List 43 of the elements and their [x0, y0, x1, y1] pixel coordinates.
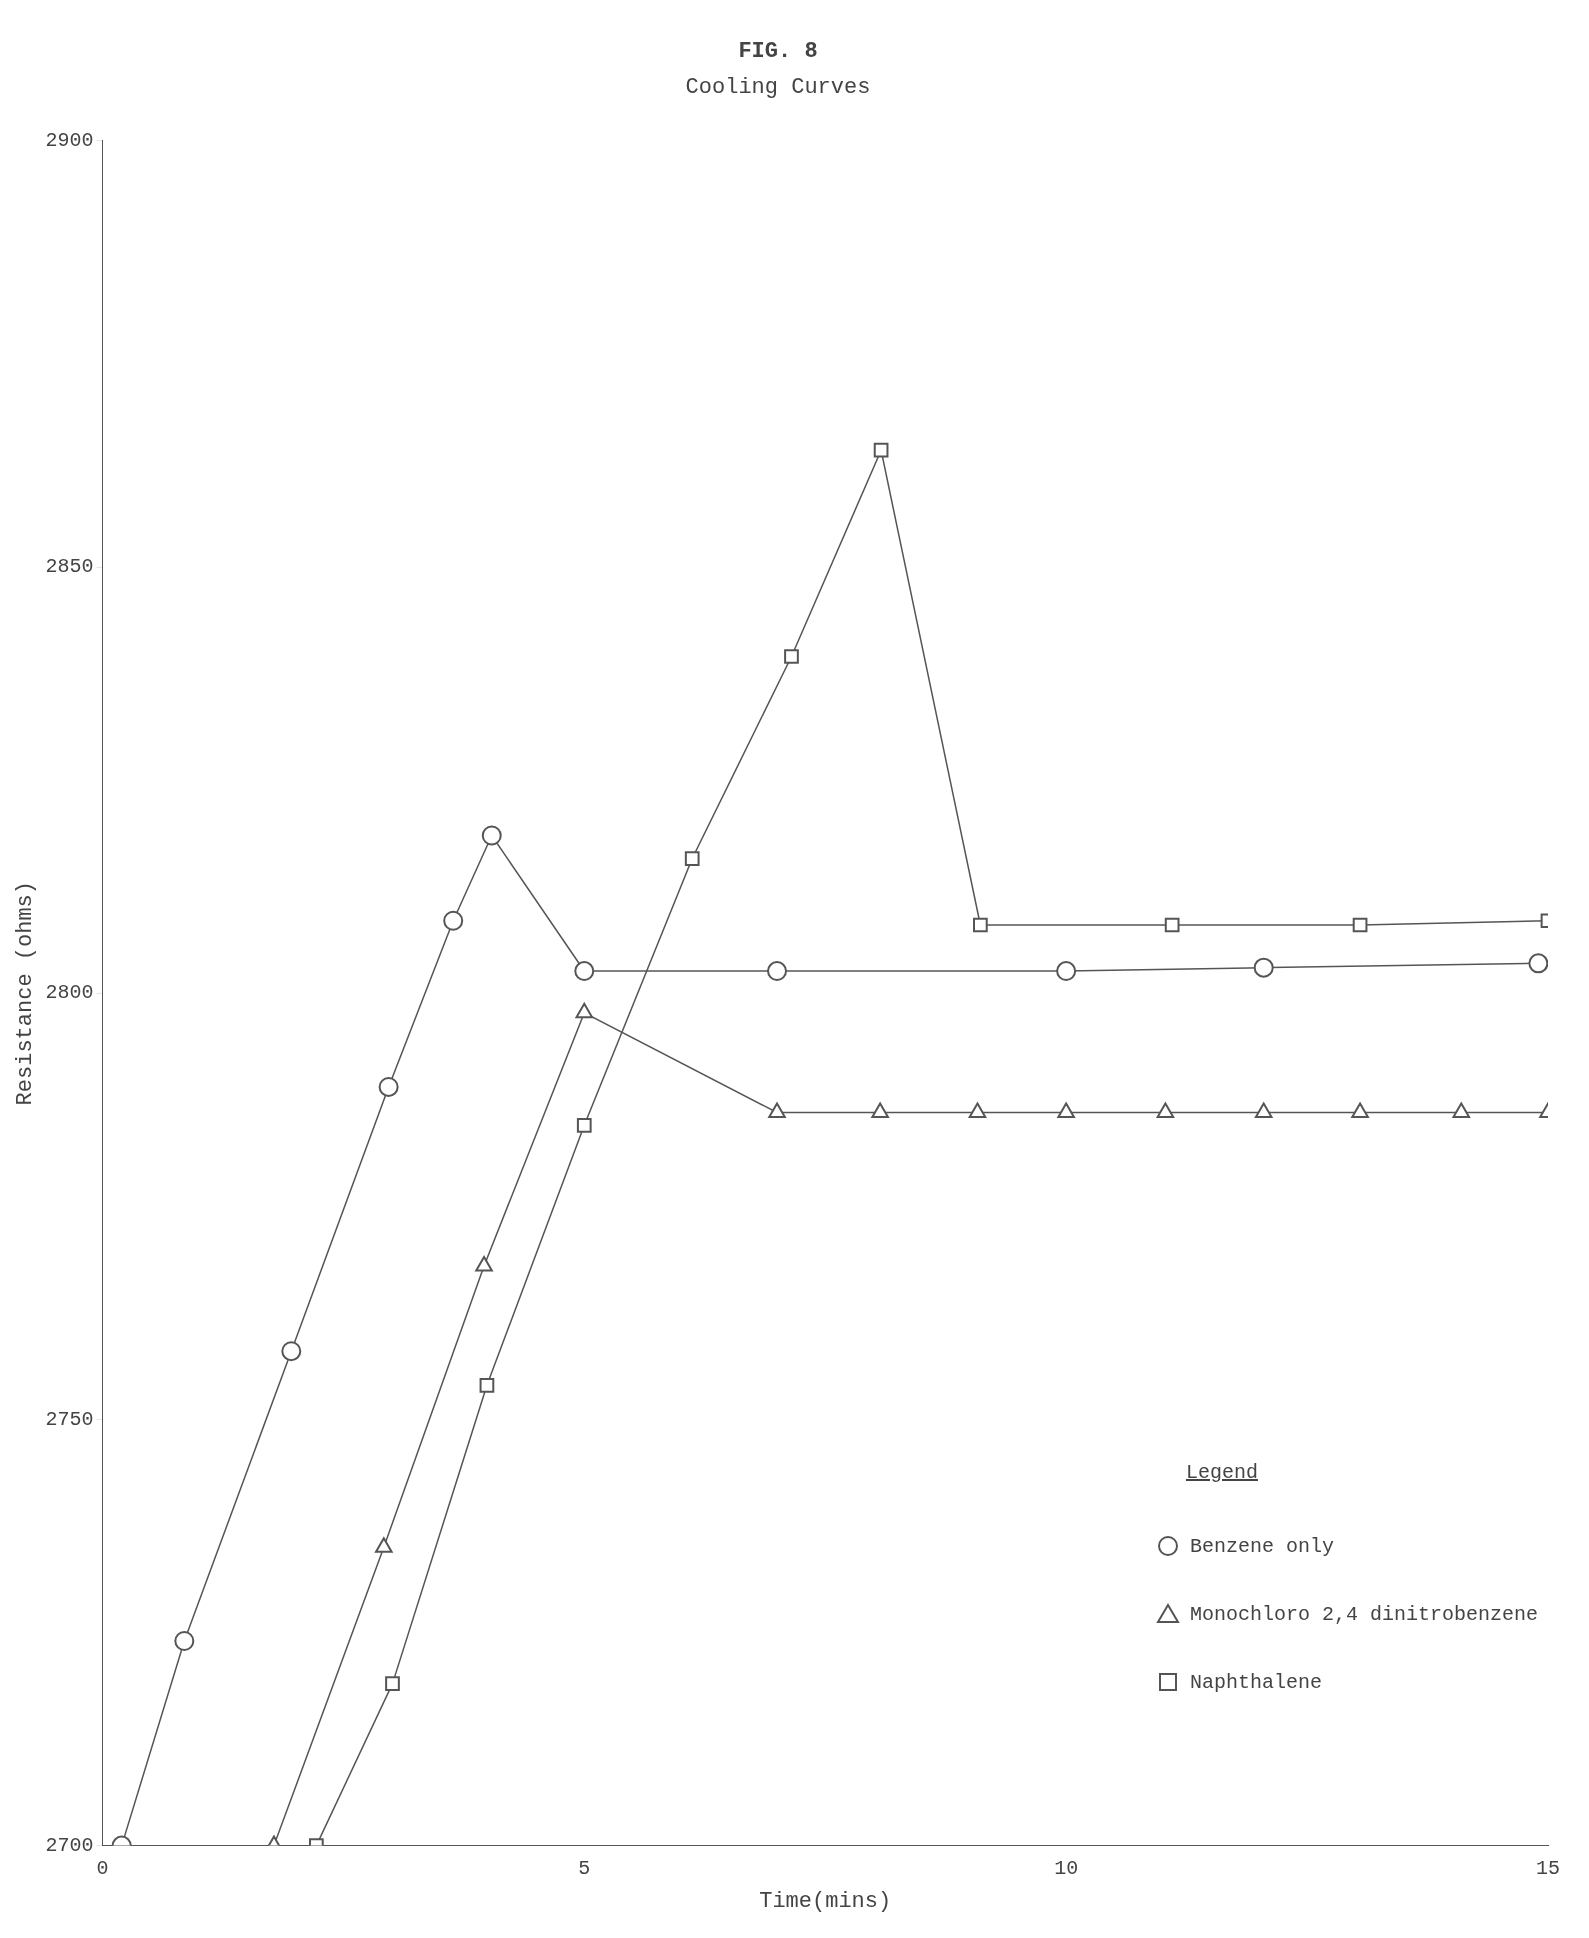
- point: [871, 1102, 889, 1119]
- x-axis-title: Time(mins): [759, 1888, 892, 1914]
- y-tick-label: 2750: [45, 1407, 94, 1431]
- point: [378, 1076, 399, 1097]
- point: [1057, 1102, 1075, 1119]
- point: [768, 1102, 786, 1119]
- point: [1254, 1102, 1273, 1119]
- y-tick-label: 2850: [45, 555, 94, 579]
- point: [475, 1255, 493, 1272]
- x-tick-label: 15: [1535, 1856, 1561, 1880]
- point: [574, 961, 595, 982]
- x-tick-label: 10: [1054, 1856, 1079, 1880]
- point: [684, 851, 700, 866]
- point: [1528, 953, 1548, 974]
- point: [1351, 1102, 1369, 1119]
- point: [1156, 1102, 1175, 1119]
- chart-subtitle: Cooling Curves: [685, 75, 871, 101]
- point: [767, 961, 788, 982]
- point: [973, 917, 988, 933]
- y-tick-label: 2800: [45, 981, 94, 1005]
- point: [375, 1537, 393, 1553]
- point: [443, 910, 464, 931]
- point: [1352, 917, 1368, 933]
- x-tick-label: 0: [96, 1856, 109, 1880]
- point: [575, 1002, 594, 1019]
- legend-title: Legend: [1185, 1461, 1259, 1484]
- point: [1056, 961, 1077, 982]
- y-axis-title: Resistance (ohms): [13, 880, 39, 1106]
- point: [1164, 917, 1180, 933]
- point: [873, 442, 889, 458]
- point: [784, 649, 799, 664]
- legend-label: Benzene only: [1189, 1534, 1334, 1558]
- y-tick-label: 2700: [45, 1833, 94, 1857]
- y-tick-label: 2900: [45, 129, 94, 153]
- chart-title: FIG. 8: [738, 38, 818, 64]
- x-tick-label: 5: [578, 1856, 591, 1880]
- point: [481, 825, 502, 846]
- point: [968, 1102, 987, 1119]
- legend-label: Naphthalene: [1189, 1670, 1322, 1694]
- point: [1253, 957, 1274, 978]
- legend-label: Monochloro 2,4 dinitrobenzene: [1189, 1602, 1538, 1626]
- point: [1452, 1102, 1471, 1119]
- point: [576, 1117, 592, 1133]
